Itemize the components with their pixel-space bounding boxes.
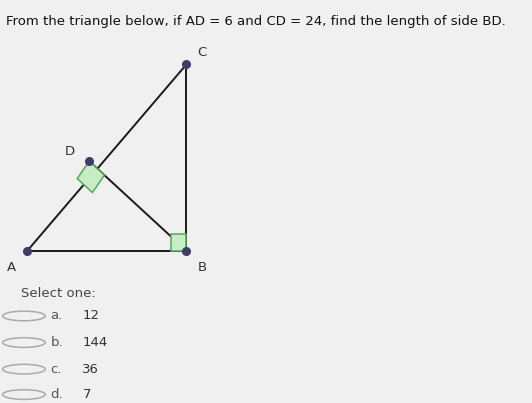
Text: 7: 7 [82,388,91,401]
Text: 36: 36 [82,363,99,376]
Text: a.: a. [51,310,63,322]
Text: c.: c. [51,363,62,376]
Polygon shape [171,234,186,251]
Text: b.: b. [51,336,63,349]
Text: d.: d. [51,388,63,401]
Text: Select one:: Select one: [21,287,96,300]
Text: C: C [197,46,206,59]
Text: 12: 12 [82,310,99,322]
Text: D: D [64,145,74,158]
Text: From the triangle below, if AD = 6 and CD = 24, find the length of side BD.: From the triangle below, if AD = 6 and C… [6,15,506,28]
Text: B: B [197,261,206,274]
Text: A: A [7,261,16,274]
Polygon shape [77,161,104,193]
Text: 144: 144 [82,336,107,349]
